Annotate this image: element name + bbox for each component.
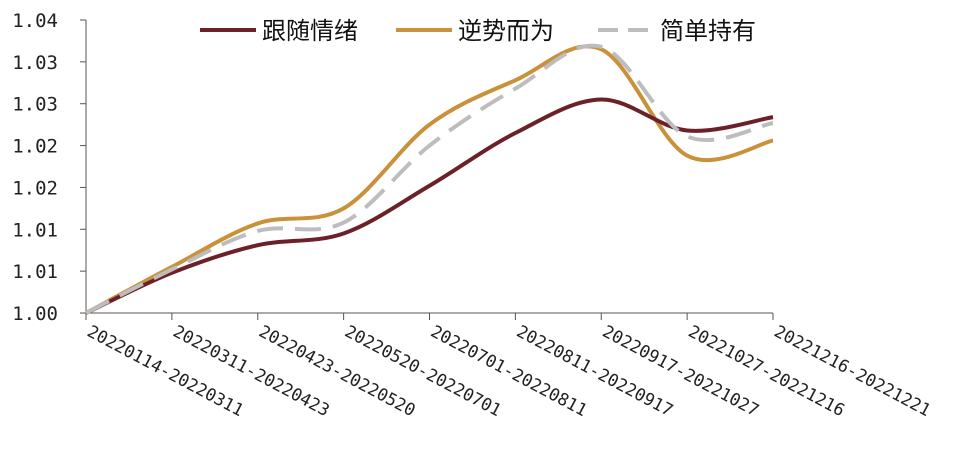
- y-tick-label: 1.04: [12, 10, 58, 32]
- series-line-1: [85, 44, 774, 315]
- y-tick-label: 1.03: [12, 52, 58, 74]
- y-axis-ticks: 1.00 1.01 1.01 1.02 1.02 1.03 1.03 1.04: [12, 10, 86, 325]
- chart-series: [85, 43, 774, 315]
- x-axis-ticks: 20220114-2022031120220311-20220423202204…: [84, 313, 934, 421]
- chart-axes: [85, 20, 773, 314]
- series-line-0: [85, 97, 774, 315]
- legend-label-2: 简单持有: [660, 17, 756, 45]
- y-tick-label: 1.00: [12, 303, 58, 325]
- x-tick-label: 20221027-20221216: [685, 322, 848, 421]
- y-tick-label: 1.01: [12, 219, 58, 241]
- y-tick-label: 1.03: [12, 94, 58, 116]
- x-tick-label: 20220423-20220520: [255, 322, 418, 421]
- x-tick-label: 20220114-20220311: [84, 322, 247, 421]
- legend-label-1: 逆势而为: [458, 17, 554, 45]
- chart-legend: 跟随情绪 逆势而为 简单持有: [200, 17, 756, 45]
- y-tick-label: 1.01: [12, 261, 58, 283]
- x-tick-label: 20220811-20220917: [513, 322, 676, 421]
- x-tick-label: 20221216-20221221: [771, 322, 934, 421]
- x-tick-label: 20220520-20220701: [341, 322, 504, 421]
- legend-label-0: 跟随情绪: [262, 17, 358, 45]
- series-line-2: [85, 43, 774, 315]
- x-tick-label: 20220311-20220423: [170, 322, 333, 421]
- x-tick-label: 20220917-20221027: [599, 322, 762, 421]
- x-tick-label: 20220701-20220811: [427, 322, 590, 421]
- y-tick-label: 1.02: [12, 136, 58, 158]
- y-tick-label: 1.02: [12, 177, 58, 199]
